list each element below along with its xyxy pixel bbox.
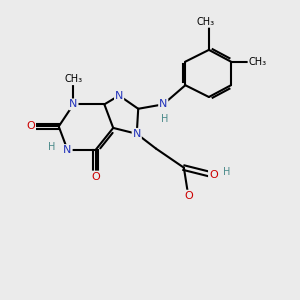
Text: H: H — [223, 167, 230, 177]
Text: H: H — [161, 114, 168, 124]
Text: O: O — [184, 190, 193, 201]
Text: O: O — [26, 122, 35, 131]
Text: N: N — [115, 91, 123, 100]
Text: N: N — [63, 145, 72, 155]
Text: O: O — [91, 172, 100, 182]
Text: CH₃: CH₃ — [197, 17, 215, 27]
Text: CH₃: CH₃ — [64, 74, 82, 84]
Text: H: H — [48, 142, 55, 152]
Text: O: O — [209, 170, 218, 180]
Text: N: N — [69, 99, 78, 110]
Text: CH₃: CH₃ — [248, 57, 266, 67]
Text: N: N — [159, 99, 167, 110]
Text: N: N — [133, 129, 141, 139]
